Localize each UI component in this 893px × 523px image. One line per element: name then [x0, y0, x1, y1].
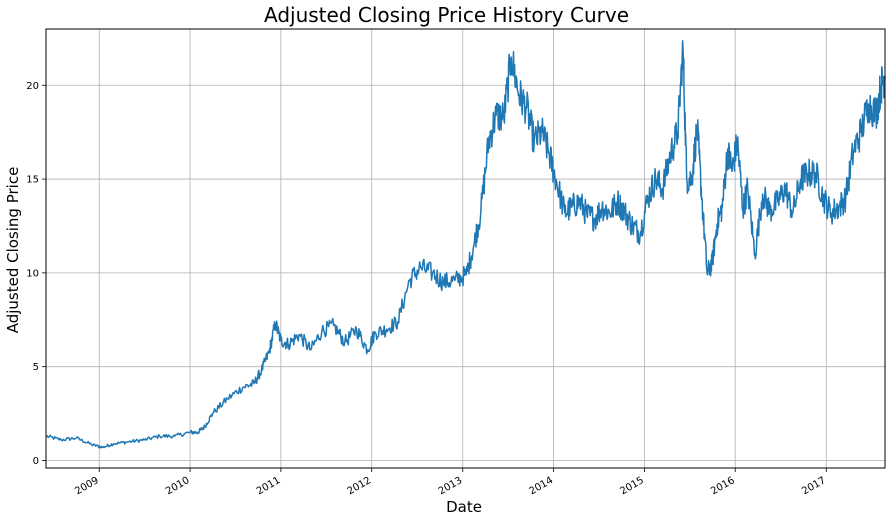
- x-tick-label: 2010: [164, 475, 192, 497]
- x-tick-label: 2011: [255, 475, 283, 497]
- x-tick-label: 2017: [800, 475, 828, 497]
- y-tick-label: 5: [33, 362, 39, 373]
- y-tick-label: 10: [26, 268, 39, 279]
- price-line: [45, 40, 886, 449]
- x-tick-label: 2016: [709, 475, 737, 497]
- y-tick-label: 20: [26, 81, 39, 92]
- plot-frame: [45, 28, 886, 469]
- x-tick-label: 2009: [73, 475, 101, 497]
- x-tick-label: 2014: [528, 475, 556, 497]
- chart-title: Adjusted Closing Price History Curve: [264, 3, 629, 27]
- y-tick-label: 15: [26, 175, 39, 186]
- y-tick-label: 0: [33, 456, 39, 467]
- x-tick-label: 2013: [437, 475, 465, 497]
- x-axis-label: Date: [446, 498, 482, 516]
- grid-lines: [46, 29, 885, 468]
- axis-ticks: 0 5 10 15 20 2009 2010 2011 2012 2013 2014 2015 2016…: [26, 81, 828, 498]
- x-tick-label: 2015: [618, 475, 646, 497]
- x-tick-label: 2012: [346, 475, 374, 497]
